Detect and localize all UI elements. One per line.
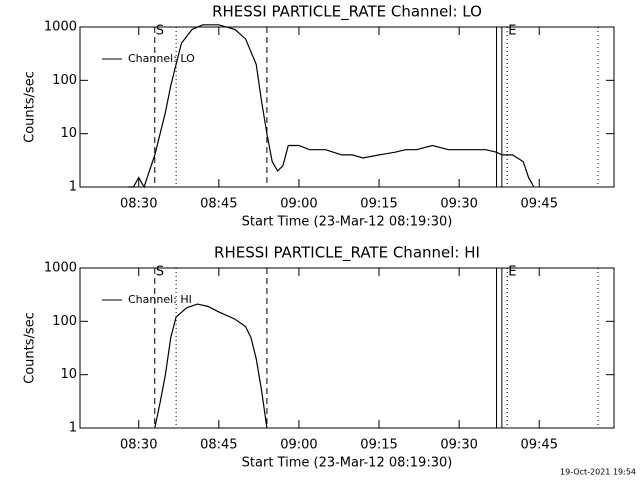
y-tick-label: 10 [60, 126, 77, 141]
y-tick-label: 1000 [44, 20, 77, 35]
legend-label: Channel: LO [128, 52, 195, 65]
footer: 19-Oct-2021 19:54 [560, 468, 636, 477]
x-tick-label: 08:45 [200, 197, 237, 212]
x-tick-label: 09:00 [280, 438, 317, 453]
event-label: S [156, 24, 164, 39]
y-tick-label: 1 [69, 421, 77, 436]
y-tick-label: 100 [52, 314, 77, 329]
x-tick-label: 09:45 [521, 438, 558, 453]
x-axis-label: Start Time (23-Mar-12 08:19:30) [242, 215, 453, 230]
y-tick-label: 10 [60, 367, 77, 382]
y-tick-label: 100 [52, 73, 77, 88]
x-tick-label: 09:15 [360, 197, 397, 212]
y-tick-label: 1 [69, 180, 77, 195]
chart-title: RHESSI PARTICLE_RATE Channel: LO [212, 3, 482, 22]
legend-label: Channel: HI [128, 293, 192, 306]
plot-frame [79, 267, 615, 429]
data-line [154, 303, 268, 429]
x-tick-label: 09:15 [360, 438, 397, 453]
event-label: E [508, 24, 516, 39]
x-tick-label: 09:00 [280, 197, 317, 212]
data-line [128, 24, 535, 189]
event-label: E [508, 265, 516, 280]
x-tick-label: 08:30 [120, 438, 157, 453]
event-label: S [156, 265, 164, 280]
plot-frame [79, 26, 615, 188]
x-axis-label: Start Time (23-Mar-12 08:19:30) [242, 456, 453, 471]
x-tick-label: 09:45 [521, 197, 558, 212]
y-axis-label: Counts/sec [23, 312, 38, 384]
x-tick-label: 09:30 [440, 197, 477, 212]
x-tick-label: 09:30 [440, 438, 477, 453]
y-tick-label: 1000 [44, 261, 77, 276]
chart-title: RHESSI PARTICLE_RATE Channel: HI [214, 244, 480, 263]
x-tick-label: 08:45 [200, 438, 237, 453]
x-tick-label: 08:30 [120, 197, 157, 212]
y-axis-label: Counts/sec [23, 71, 38, 143]
